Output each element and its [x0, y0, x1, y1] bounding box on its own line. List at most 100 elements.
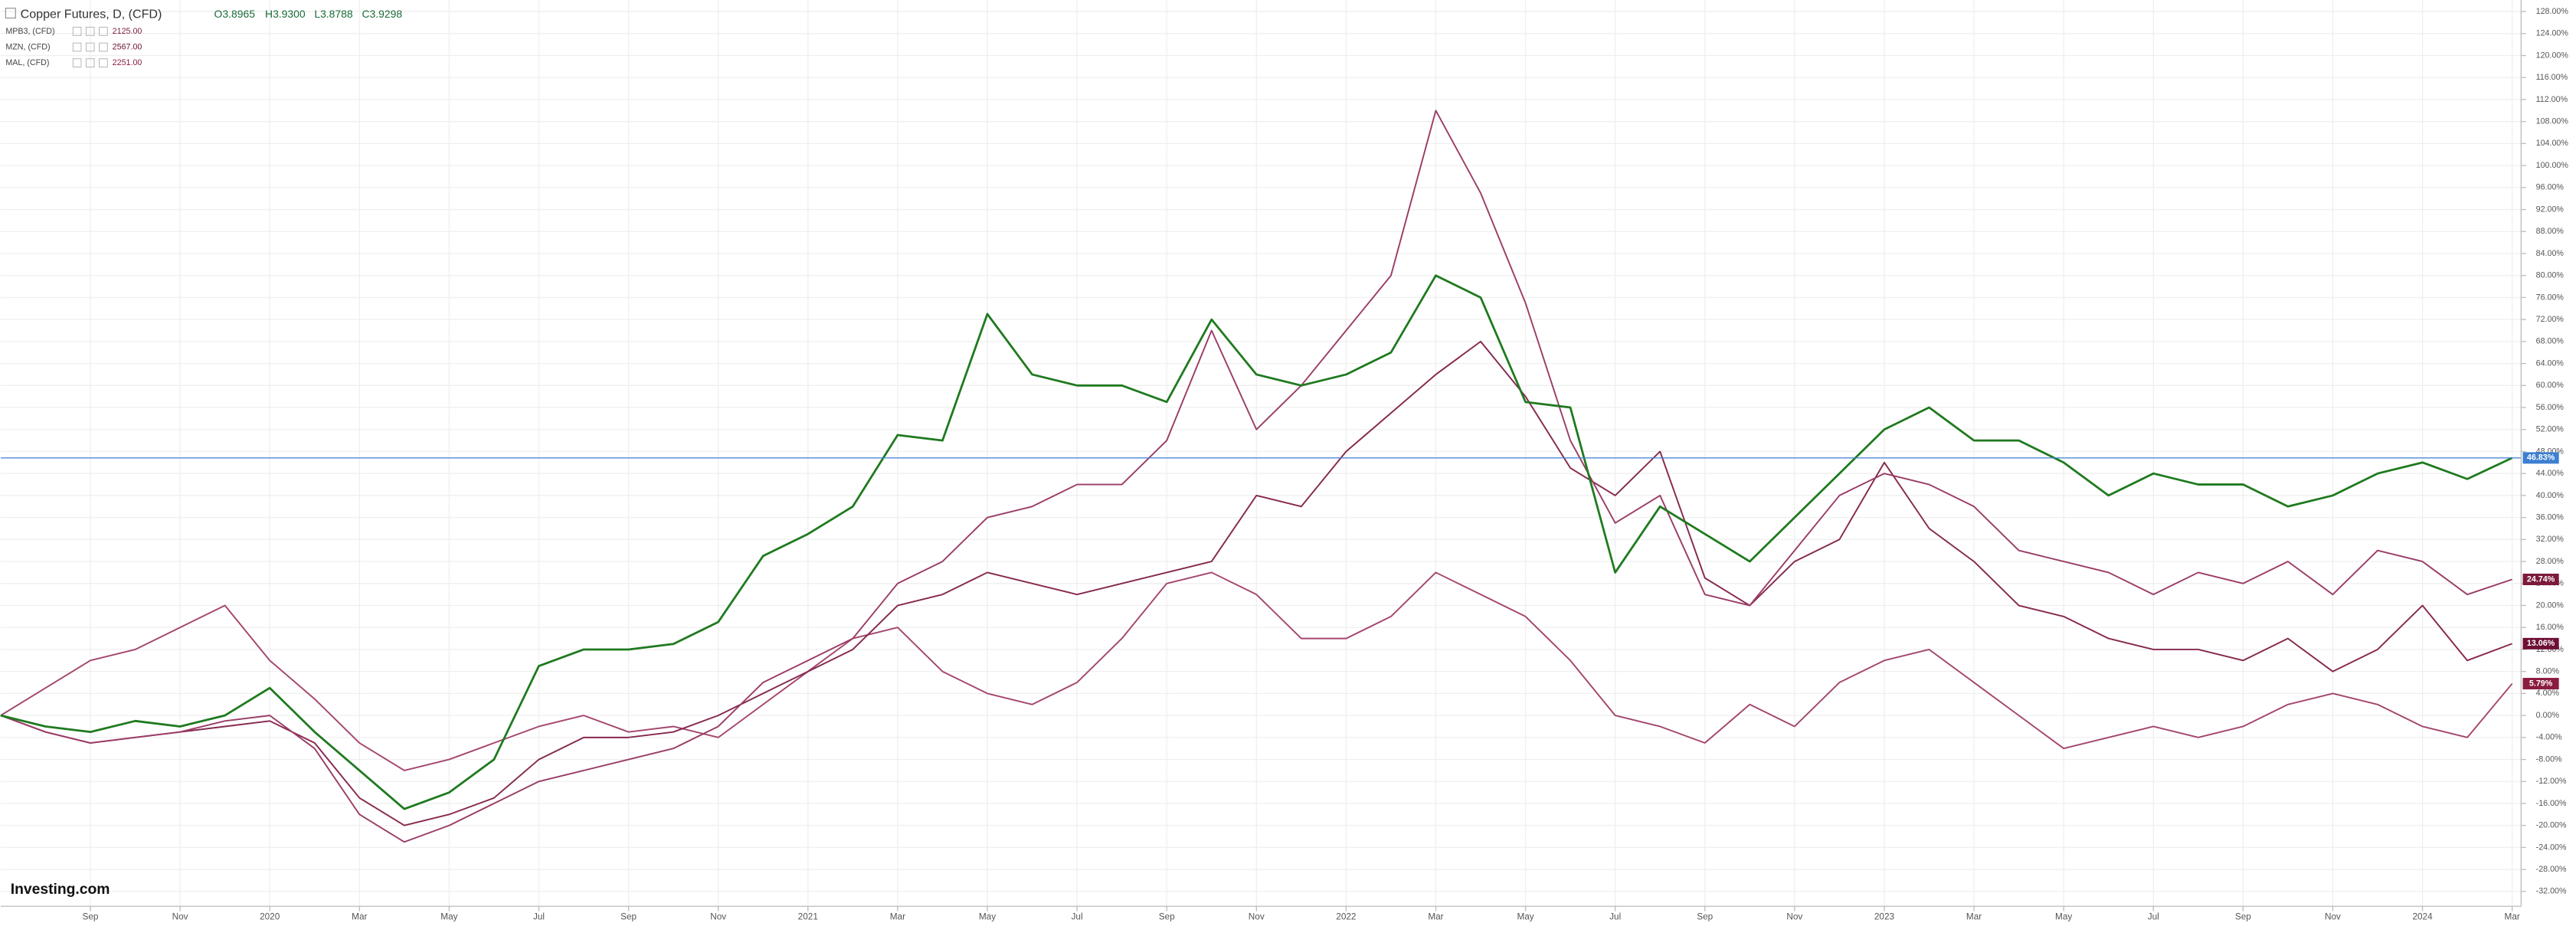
close-value: C3.9298: [362, 8, 403, 20]
y-tick-label: 76.00%: [2536, 293, 2565, 302]
y-tick-label: 8.00%: [2536, 667, 2560, 676]
x-tick-label: 2023: [1874, 911, 1895, 921]
y-tick-label: 36.00%: [2536, 512, 2565, 522]
last-value-tag: [2522, 637, 2559, 650]
y-tick-label: 60.00%: [2536, 381, 2565, 390]
last-value-tag: [2522, 452, 2559, 464]
last-value-label: 24.74%: [2527, 574, 2555, 584]
y-tick-label: 92.00%: [2536, 205, 2565, 214]
legend-button: [72, 58, 82, 67]
legend-name: MZN, (CFD): [5, 42, 50, 51]
collapse-icon[interactable]: [5, 8, 16, 19]
legend-button: [72, 27, 82, 36]
y-tick-label: 96.00%: [2536, 183, 2565, 192]
x-tick-label: May: [440, 911, 457, 921]
legend-button: [99, 42, 108, 52]
legend-value: 2125.00: [113, 27, 142, 36]
x-tick-label: Sep: [83, 911, 99, 921]
y-tick-label: -4.00%: [2536, 733, 2562, 742]
x-tick-label: Jul: [1072, 911, 1083, 921]
y-tick-label: -12.00%: [2536, 777, 2567, 786]
y-tick-label: 116.00%: [2536, 73, 2568, 82]
y-tick-label: 32.00%: [2536, 535, 2565, 544]
y-tick-label: 64.00%: [2536, 358, 2565, 368]
y-tick-label: -20.00%: [2536, 821, 2567, 830]
x-tick-label: Mar: [1966, 911, 1982, 921]
y-tick-label: -16.00%: [2536, 799, 2567, 808]
y-tick-label: 88.00%: [2536, 227, 2565, 236]
x-tick-label: 2022: [1336, 911, 1356, 921]
legend-button: [85, 42, 95, 52]
y-tick-label: 100.00%: [2536, 161, 2569, 170]
y-tick-label: 4.00%: [2536, 689, 2560, 698]
y-tick-label: 112.00%: [2536, 95, 2568, 104]
y-tick-label: 20.00%: [2536, 600, 2565, 610]
legend-button: [99, 58, 108, 67]
x-tick-label: May: [2055, 911, 2072, 921]
x-tick-label: Nov: [710, 911, 726, 921]
series-line: [0, 340, 2512, 826]
legend-button: [99, 27, 108, 36]
x-tick-label: Sep: [1159, 911, 1175, 921]
x-tick-label: 2020: [260, 911, 280, 921]
y-tick-label: 104.00%: [2536, 139, 2569, 148]
x-tick-label: Jul: [1609, 911, 1621, 921]
x-tick-label: Mar: [352, 911, 367, 921]
legend: MPB3, (CFD) 2125.00 MZN, (CFD) 2567.00 MAL, …: [5, 27, 142, 67]
x-tick-label: Mar: [890, 911, 905, 921]
last-value-label: 5.79%: [2529, 679, 2553, 688]
legend-value: 2251.00: [113, 58, 142, 67]
y-tick-label: 52.00%: [2536, 425, 2565, 434]
y-tick-label: 80.00%: [2536, 271, 2565, 280]
x-tick-label: Nov: [1249, 911, 1265, 921]
y-tick-label: 0.00%: [2536, 711, 2560, 720]
series-line: [0, 571, 2513, 771]
x-tick-label: Jul: [533, 911, 545, 921]
y-tick-label: -28.00%: [2536, 865, 2567, 874]
open-value: O3.8965: [214, 8, 256, 20]
x-tick-label: Sep: [1697, 911, 1713, 921]
x-tick-label: 2021: [798, 911, 818, 921]
y-tick-label: 128.00%: [2536, 7, 2569, 16]
y-tick-label: -24.00%: [2536, 843, 2567, 852]
low-value: L3.8788: [314, 8, 353, 20]
legend-button: [85, 27, 95, 36]
y-tick-label: 56.00%: [2536, 403, 2565, 412]
grid: [0, 0, 2522, 907]
plot: [0, 110, 2522, 843]
y-tick-label: 124.00%: [2536, 29, 2569, 38]
x-tick-label: Nov: [172, 911, 188, 921]
chart-title: Copper Futures, D, (CFD): [21, 8, 162, 21]
y-tick-label: 72.00%: [2536, 315, 2565, 324]
high-value: H3.9300: [265, 8, 306, 20]
y-tick-label: 40.00%: [2536, 491, 2565, 500]
y-tick-label: 108.00%: [2536, 117, 2569, 126]
last-value-tag: [2522, 678, 2559, 690]
x-tick-label: Mar: [2505, 911, 2520, 921]
legend-name: MPB3, (CFD): [5, 27, 54, 36]
y-tick-label: 28.00%: [2536, 557, 2565, 566]
series-line: [0, 110, 2512, 843]
x-tick-label: Jul: [2148, 911, 2159, 921]
y-tick-label: 84.00%: [2536, 249, 2565, 258]
x-tick-label: Mar: [1428, 911, 1443, 921]
x-tick-label: Nov: [1786, 911, 1802, 921]
legend-button: [72, 42, 82, 52]
legend-value: 2567.00: [113, 42, 142, 51]
y-tick-label: 44.00%: [2536, 469, 2565, 478]
legend-button: [85, 58, 95, 67]
y-tick-label: 120.00%: [2536, 51, 2569, 60]
x-tick-label: May: [1517, 911, 1533, 921]
x-tick-label: 2024: [2412, 911, 2433, 921]
x-tick-label: May: [979, 911, 996, 921]
x-tick-label: Sep: [2235, 911, 2251, 921]
legend-name: MAL, (CFD): [5, 58, 49, 67]
series-line: [0, 274, 2513, 810]
y-tick-label: 68.00%: [2536, 337, 2565, 346]
x-tick-label: Nov: [2325, 911, 2341, 921]
watermark: Investing.com: [11, 882, 110, 898]
last-value-tag: [2522, 573, 2559, 585]
